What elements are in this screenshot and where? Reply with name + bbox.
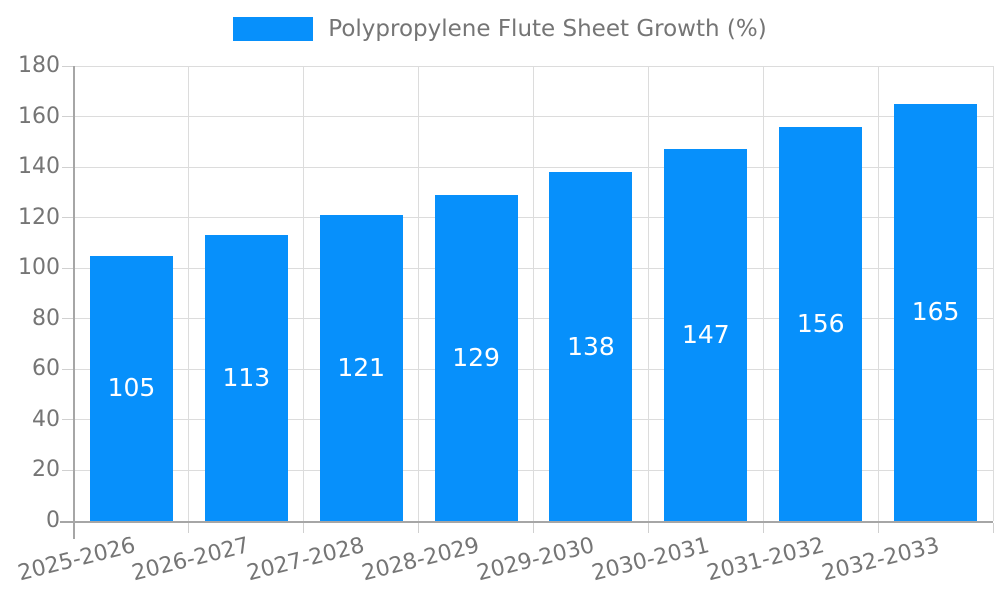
x-tick-mark <box>762 523 764 533</box>
y-tick-mark <box>62 217 74 219</box>
gridline-vertical <box>418 66 420 521</box>
gridline-vertical <box>533 66 534 521</box>
legend-swatch[interactable] <box>233 17 314 41</box>
x-tick-label: 2031-2032 <box>704 533 827 587</box>
x-tick-label: 2026-2027 <box>129 533 253 587</box>
y-tick-mark <box>62 166 74 168</box>
bar-value-label: 165 <box>911 297 960 327</box>
y-tick-mark <box>62 318 74 320</box>
x-tick-mark <box>418 523 420 533</box>
y-tick-label: 120 <box>18 204 60 230</box>
bar[interactable] <box>894 103 978 521</box>
x-tick-label: 2029-2030 <box>474 533 597 587</box>
y-tick-label: 100 <box>18 255 60 281</box>
x-tick-mark <box>533 523 534 533</box>
bar[interactable] <box>664 149 748 521</box>
y-tick-label: 140 <box>18 154 60 180</box>
y-tick-mark <box>62 368 74 370</box>
gridline-vertical <box>992 66 994 521</box>
bar-value-label: 129 <box>452 342 500 372</box>
bar[interactable] <box>779 126 863 521</box>
y-tick-label: 160 <box>18 103 60 129</box>
y-axis-line <box>73 66 75 539</box>
x-axis-line <box>60 521 993 523</box>
y-tick-label: 20 <box>32 457 60 483</box>
x-tick-label: 2030-2031 <box>589 533 712 587</box>
legend-label[interactable]: Polypropylene Flute Sheet Growth (%) <box>328 16 767 42</box>
y-tick-label: 180 <box>18 53 60 78</box>
y-tick-mark <box>62 65 74 67</box>
bar[interactable] <box>319 215 403 521</box>
y-tick-label: 80 <box>32 305 60 331</box>
bar[interactable] <box>89 255 173 521</box>
gridline-vertical <box>188 66 190 521</box>
bar[interactable] <box>204 235 288 521</box>
gridline-vertical <box>762 66 764 521</box>
y-tick-mark <box>62 116 74 118</box>
y-tick-label: 60 <box>32 356 60 382</box>
y-tick-mark <box>62 419 74 421</box>
gridline-vertical <box>877 66 879 521</box>
y-tick-mark <box>62 469 74 471</box>
bar-value-label: 113 <box>222 363 271 393</box>
y-tick-mark <box>62 267 74 269</box>
x-tick-label: 2025-2026 <box>15 533 138 587</box>
y-tick-label: 0 <box>46 508 60 533</box>
y-tick-label: 40 <box>32 406 60 432</box>
gridline-vertical <box>647 66 649 521</box>
x-tick-mark <box>877 523 879 533</box>
x-tick-label: 2028-2029 <box>359 533 483 587</box>
x-tick-mark <box>992 523 994 533</box>
x-tick-mark <box>647 523 649 533</box>
bar-value-label: 156 <box>796 308 845 338</box>
bar-value-label: 138 <box>567 331 615 361</box>
x-tick-mark <box>303 523 305 533</box>
bar-value-label: 105 <box>107 373 156 403</box>
x-tick-mark <box>188 523 190 533</box>
x-tick-label: 2032-2033 <box>819 533 942 587</box>
legend: Polypropylene Flute Sheet Growth (%) <box>0 16 1000 42</box>
bar-value-label: 147 <box>681 320 730 350</box>
x-tick-label: 2027-2028 <box>244 533 368 587</box>
bar-value-label: 121 <box>337 353 386 383</box>
gridline-vertical <box>303 66 305 521</box>
bar[interactable] <box>549 172 633 521</box>
bar[interactable] <box>434 194 518 521</box>
